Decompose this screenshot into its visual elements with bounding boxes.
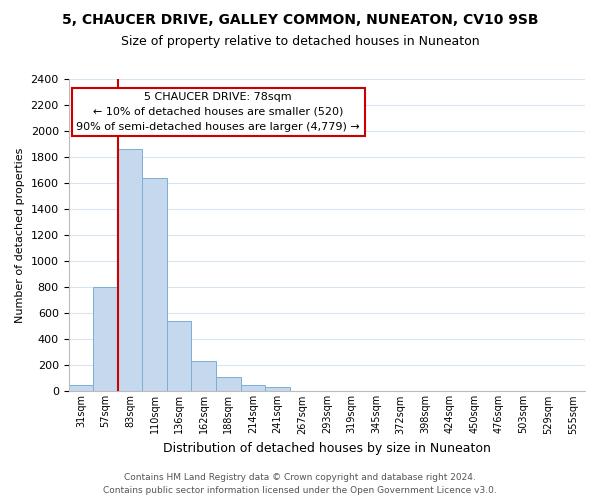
Bar [216,377,241,392]
Bar [241,385,265,392]
Text: 5, CHAUCER DRIVE, GALLEY COMMON, NUNEATON, CV10 9SB: 5, CHAUCER DRIVE, GALLEY COMMON, NUNEATO… [62,12,538,26]
Bar [118,150,142,392]
Text: Size of property relative to detached houses in Nuneaton: Size of property relative to detached ho… [121,35,479,48]
Text: 5 CHAUCER DRIVE: 78sqm
← 10% of detached houses are smaller (520)
90% of semi-de: 5 CHAUCER DRIVE: 78sqm ← 10% of detached… [76,92,360,132]
Bar [191,361,216,392]
Bar [167,321,191,392]
Bar [265,387,290,392]
Bar [142,178,167,392]
Text: Contains HM Land Registry data © Crown copyright and database right 2024.
Contai: Contains HM Land Registry data © Crown c… [103,473,497,495]
Bar [68,385,93,392]
Bar [93,288,118,392]
X-axis label: Distribution of detached houses by size in Nuneaton: Distribution of detached houses by size … [163,442,491,455]
Y-axis label: Number of detached properties: Number of detached properties [15,148,25,323]
